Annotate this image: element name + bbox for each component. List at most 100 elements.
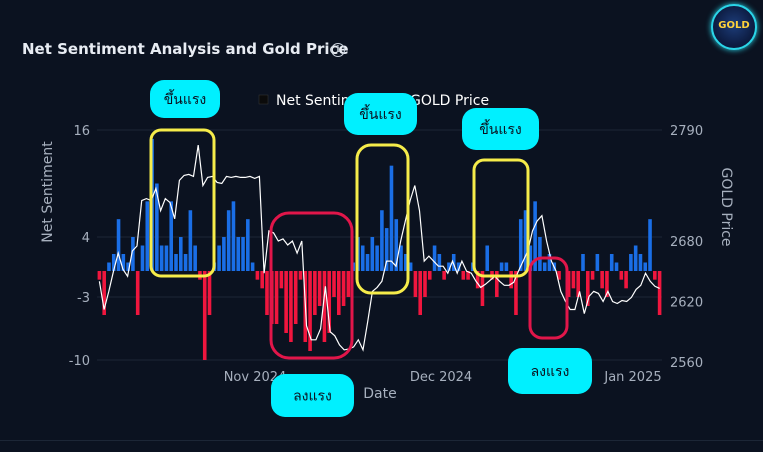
sentiment-bar [633, 245, 638, 271]
sentiment-bar [533, 201, 537, 271]
sentiment-bar [246, 219, 250, 271]
y-tick-label: -10 [69, 354, 90, 369]
callout-pill [508, 348, 592, 394]
sentiment-bar [566, 271, 571, 297]
y2-axis-label: GOLD Price [718, 167, 734, 246]
y-tick-label: -3 [77, 291, 90, 306]
sentiment-bar [164, 245, 169, 271]
sentiment-bar [380, 210, 384, 271]
sentiment-bar [111, 254, 116, 271]
sentiment-bar [226, 210, 231, 271]
y2-tick-label: 2560 [670, 356, 703, 371]
callout-label: ขึ้นแรง [359, 104, 402, 123]
sentiment-bar [107, 262, 111, 271]
sentiment-bar [222, 237, 226, 271]
sentiment-bar [624, 271, 628, 289]
sentiment-bar [217, 245, 221, 271]
sentiment-bar [408, 262, 413, 271]
sentiment-bar [375, 245, 379, 271]
sentiment-bar [135, 271, 140, 315]
sentiment-bar [341, 271, 346, 306]
highlight-box [269, 211, 354, 360]
sentiment-bar [605, 271, 609, 297]
y-axis-label: Net Sentiment [40, 141, 56, 243]
sentiment-bar [308, 271, 312, 351]
sentiment-bar [131, 237, 135, 271]
sentiment-bar [360, 245, 365, 271]
sentiment-bar [289, 271, 293, 342]
callout-label: ขึ้นแรง [164, 89, 207, 108]
highlight-box [528, 256, 569, 340]
sentiment-bar [653, 271, 657, 280]
callout-label: ขึ้นแรง [479, 119, 522, 138]
sentiment-bar [346, 271, 351, 297]
sentiment-bar [231, 201, 236, 271]
legend-entry-gold[interactable]: GOLD Price [410, 93, 489, 109]
sentiment-bar [609, 254, 614, 271]
sentiment-bar [466, 271, 470, 280]
sentiment-bar [159, 245, 164, 271]
y-tick-label: 4 [82, 231, 90, 246]
sentiment-bar [293, 271, 298, 324]
sentiment-bar [571, 271, 576, 289]
sentiment-bar [174, 254, 178, 271]
sentiment-bar [169, 201, 174, 271]
y-tick-label: 16 [73, 124, 90, 139]
sentiment-bar [538, 237, 542, 271]
sentiment-bar [413, 271, 418, 297]
gold-price-line [98, 145, 660, 352]
sentiment-bar [279, 271, 284, 289]
callout-pill [150, 80, 220, 118]
sentiment-bar [274, 271, 279, 324]
x-axis-label: Date [363, 386, 396, 402]
sentiment-bar [140, 245, 145, 271]
y2-tick-label: 2790 [670, 124, 703, 139]
sentiment-bar [614, 262, 619, 271]
sentiment-bar [557, 271, 561, 280]
callout-label: ลงแรง [531, 364, 570, 380]
sentiment-bar [241, 237, 245, 271]
sentiment-bar [284, 271, 288, 333]
sentiment-bar [255, 271, 260, 280]
sentiment-bar [384, 228, 389, 271]
sentiment-bar [595, 254, 600, 271]
sentiment-bar [509, 271, 513, 289]
sentiment-bar [648, 219, 652, 271]
sentiment-bar [499, 262, 504, 271]
sentiment-bar [193, 245, 197, 271]
sentiment-bar [581, 254, 585, 271]
sentiment-bar [547, 254, 552, 271]
sentiment-bar [475, 271, 480, 289]
highlight-box [149, 128, 216, 278]
x-tick-label: Dec 2024 [410, 370, 472, 385]
sentiment-bar [518, 219, 523, 271]
sentiment-bar [188, 210, 193, 271]
info-icon[interactable]: i [331, 43, 345, 57]
sentiment-bar [480, 271, 485, 306]
sentiment-bar [495, 271, 499, 297]
sentiment-bar [145, 201, 150, 271]
sentiment-bar [456, 262, 461, 271]
sentiment-bar [126, 262, 130, 271]
sentiment-bar [643, 262, 648, 271]
highlight-box [355, 143, 410, 295]
footer-divider [0, 440, 763, 441]
x-tick-label: Nov 2024 [224, 370, 287, 385]
highlight-box [472, 158, 530, 278]
sentiment-bar [322, 271, 327, 342]
sentiment-bar [332, 271, 336, 297]
sentiment-bar [121, 254, 126, 271]
sentiment-bar [250, 262, 255, 271]
sentiment-bar [313, 271, 317, 315]
sentiment-bar [427, 271, 432, 280]
sentiment-bar [638, 254, 643, 271]
sentiment-bar [585, 271, 590, 306]
sentiment-bar [657, 271, 662, 315]
sentiment-bar [183, 254, 188, 271]
callout-label: ลงแรง [293, 389, 332, 405]
sentiment-bar [399, 245, 403, 271]
sentiment-bar [542, 262, 547, 271]
sentiment-bar [432, 245, 437, 271]
sentiment-bar [514, 271, 518, 315]
